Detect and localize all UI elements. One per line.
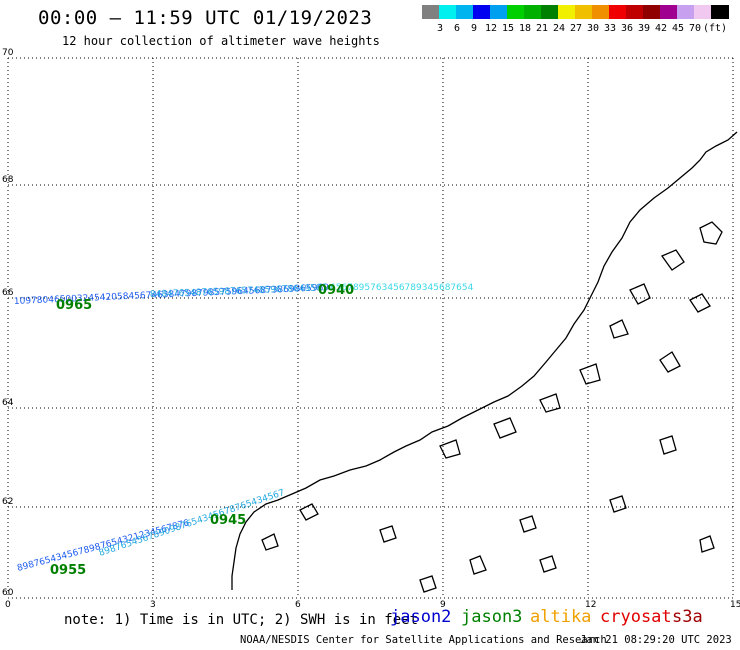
legend-swatch-0 <box>422 5 440 19</box>
coastline-lake-1 <box>469 555 487 575</box>
coastline-island-7 <box>579 363 601 385</box>
coastline-lake-2 <box>539 555 557 573</box>
x-tick-label-5: 15 <box>730 600 740 610</box>
legend-swatch-12 <box>626 5 644 19</box>
x-tick-label-4: 12 <box>585 600 597 610</box>
track-north-c: 6567895763456789345687654 <box>330 283 474 293</box>
legend-label-1: 6 <box>453 23 461 34</box>
legend-swatch-17 <box>711 5 729 19</box>
legend-label-4: 15 <box>501 23 515 34</box>
page-subtitle: 12 hour collection of altimeter wave hei… <box>62 34 380 48</box>
x-tick-label-0: 0 <box>5 600 11 610</box>
satellite-jason3: jason3 <box>461 607 523 627</box>
coastline-lake-6 <box>379 525 397 543</box>
legend-swatch-8 <box>558 5 576 19</box>
legend-label-15: 70 <box>688 23 702 34</box>
y-tick-label-4: 68 <box>2 175 14 185</box>
y-tick-label-2: 64 <box>2 398 14 408</box>
legend-swatch-6 <box>524 5 542 19</box>
legend-label-11: 36 <box>620 23 634 34</box>
satellite-cryosat: cryosat <box>600 607 672 627</box>
coastline-island-2 <box>661 249 685 271</box>
coastline-island-10 <box>439 439 461 459</box>
legend-swatch-10 <box>592 5 610 19</box>
coastline-island-9 <box>493 417 517 439</box>
legend-label-8: 27 <box>569 23 583 34</box>
y-tick-label-1: 62 <box>2 497 14 507</box>
track-north-b: 8484765487659876574859678649585947596748… <box>0 0 328 300</box>
legend-swatch-5 <box>507 5 525 19</box>
coastline-island-3 <box>629 283 651 305</box>
altimeter-track-labels: 0965 0955 0945 0940 <box>50 283 354 578</box>
footer-timestamp: Jan 21 08:29:20 UTC 2023 <box>580 634 732 646</box>
coastline-lake-3 <box>609 495 627 513</box>
coastline-island-6 <box>659 351 681 373</box>
x-tick-label-2: 6 <box>295 600 301 610</box>
legend-swatch-2 <box>456 5 474 19</box>
coastline-lake-7 <box>519 515 537 533</box>
label-0965: 0965 <box>56 298 92 313</box>
grid-lines <box>7 57 734 599</box>
legend-swatch-1 <box>439 5 457 19</box>
coastline-lake-4 <box>659 435 677 455</box>
x-tick-label-3: 9 <box>440 600 446 610</box>
coastline-lake-5 <box>699 535 715 553</box>
legend-swatch-11 <box>609 5 627 19</box>
label-0955: 0955 <box>50 563 86 578</box>
altimeter-tracks: 1097804650032454205845674638479879857596… <box>0 0 474 574</box>
label-0940: 0940 <box>318 283 354 298</box>
y-tick-label-0: 60 <box>2 588 14 598</box>
legend-swatch-14 <box>660 5 678 19</box>
coastline-island-4 <box>689 293 711 313</box>
legend-label-7: 24 <box>552 23 566 34</box>
legend-label-2: 9 <box>470 23 478 34</box>
coastline-lake-8 <box>419 575 437 593</box>
legend-swatch-3 <box>473 5 491 19</box>
legend-swatch-7 <box>541 5 559 19</box>
coastline <box>231 131 738 593</box>
track-south-a: 8987654345678987654321234567876543 <box>0 0 191 574</box>
legend-unit: (ft) <box>703 23 728 34</box>
legend-label-5: 18 <box>518 23 532 34</box>
legend-label-14: 45 <box>671 23 685 34</box>
legend-label-9: 30 <box>586 23 600 34</box>
coastline-island-5 <box>609 319 629 339</box>
legend-label-0: 3 <box>436 23 444 34</box>
legend-label-10: 33 <box>603 23 617 34</box>
footer-credit: NOAA/NESDIS Center for Satellite Applica… <box>240 634 607 646</box>
coastline-island-8 <box>539 393 561 413</box>
legend-swatch-16 <box>694 5 712 19</box>
coastline-main <box>231 131 738 590</box>
legend-label-12: 39 <box>637 23 651 34</box>
satellite-jason2: jason2 <box>390 607 452 627</box>
legend-label-13: 42 <box>654 23 668 34</box>
legend-label-6: 21 <box>535 23 549 34</box>
legend-swatch-9 <box>575 5 593 19</box>
x-tick-label-1: 3 <box>150 600 156 610</box>
legend-swatch-13 <box>643 5 661 19</box>
y-tick-label-3: 66 <box>2 288 14 298</box>
track-south-b: 8987654567890987654345678765434567 <box>98 488 286 559</box>
coastline-island-12 <box>261 533 279 551</box>
legend-swatch-4 <box>490 5 508 19</box>
coastline-island-1 <box>699 221 723 245</box>
y-tick-label-5: 70 <box>2 48 14 58</box>
satellite-s3a: s3a <box>672 607 703 627</box>
legend-label-3: 12 <box>484 23 498 34</box>
legend-swatch-15 <box>677 5 695 19</box>
coastline-island-11 <box>299 503 319 521</box>
page-title: 00:00 — 11:59 UTC 01/19/2023 <box>38 7 373 29</box>
note-text: note: 1) Time is in UTC; 2) SWH is in fe… <box>64 612 419 628</box>
satellite-altika: altika <box>530 607 592 627</box>
label-0945: 0945 <box>210 513 246 528</box>
track-north-a: 1097804650032454205845674638479879857596… <box>0 0 329 307</box>
